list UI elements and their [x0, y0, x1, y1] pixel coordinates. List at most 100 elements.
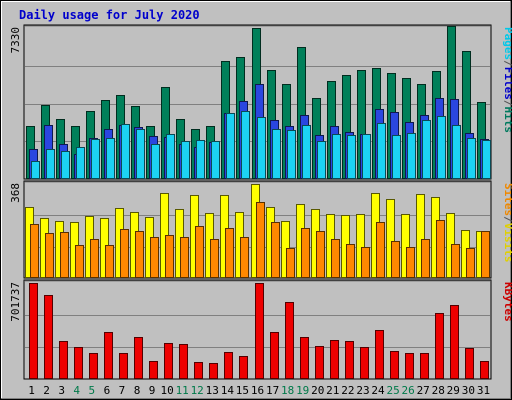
y-max-label: 701737 — [9, 282, 22, 322]
sites-bar-day-10 — [165, 235, 174, 278]
kbytes-bar-day-11 — [179, 344, 188, 379]
kbytes-bar-day-20 — [315, 346, 324, 379]
pages-bar-day-27 — [422, 120, 431, 179]
panel-legend: KBytes — [502, 282, 512, 322]
kbytes-bar-day-28 — [435, 313, 444, 379]
pages-bar-day-1 — [31, 161, 40, 179]
kbytes-bar-day-26 — [405, 353, 414, 379]
day-label: 6 — [104, 384, 111, 397]
legend-kbytes: KBytes — [502, 282, 512, 322]
pages-bar-day-6 — [106, 138, 115, 179]
pages-bar-day-17 — [272, 129, 281, 179]
kbytes-bar-day-3 — [59, 341, 68, 379]
pages-bar-day-22 — [347, 135, 356, 179]
sites-bar-day-19 — [301, 228, 310, 278]
day-label: 3 — [58, 384, 65, 397]
day-label: 18 — [281, 384, 294, 397]
pages-bar-day-10 — [166, 134, 175, 179]
sites-bar-day-4 — [75, 245, 84, 278]
sites-bar-day-27 — [421, 239, 430, 278]
sites-bar-day-21 — [331, 239, 340, 278]
day-label: 24 — [371, 384, 385, 397]
day-label: 30 — [462, 384, 475, 397]
day-label: 25 — [386, 384, 399, 397]
y-max-label: 368 — [9, 183, 22, 203]
day-label: 17 — [266, 384, 279, 397]
pages-bar-day-14 — [226, 113, 235, 179]
panel-legend: Pages/Files/Hits — [502, 27, 512, 133]
kbytes-bar-day-17 — [270, 332, 279, 379]
kbytes-bar-day-2 — [44, 295, 53, 379]
sites-bar-day-6 — [105, 245, 114, 278]
legend-separator: / — [502, 100, 512, 107]
sites-bar-day-23 — [361, 247, 370, 278]
pages-bar-day-23 — [362, 134, 371, 179]
kbytes-bar-day-19 — [300, 337, 309, 379]
day-label: 1 — [28, 384, 35, 397]
sites-bar-day-18 — [286, 248, 295, 278]
day-axis-labels: 1 2 3 4 5 6 7 8 9 10 11 12 13 14 15 16 17 18 19 20 21 22 23 24 2… — [28, 384, 490, 397]
day-label: 26 — [401, 384, 414, 397]
sites-bar-day-26 — [406, 247, 415, 278]
legend-hits: Hits — [502, 107, 512, 134]
kbytes-bar-day-8 — [134, 337, 143, 379]
pages-bar-day-4 — [76, 147, 85, 179]
pages-bar-day-8 — [136, 129, 145, 179]
sites-bar-day-1 — [30, 224, 39, 278]
sites-bar-day-17 — [271, 222, 280, 278]
kbytes-bar-day-10 — [164, 343, 173, 379]
kbytes-bar-day-13 — [209, 363, 218, 379]
pages-bar-day-9 — [151, 144, 160, 179]
panel-legend: Sites/Visits — [502, 183, 512, 263]
pages-bar-day-7 — [121, 124, 130, 179]
sites-bar-day-28 — [436, 220, 445, 278]
sites-bar-day-15 — [240, 237, 249, 278]
day-label: 27 — [417, 384, 430, 397]
sites-bar-day-12 — [195, 226, 204, 278]
kbytes-bar-day-4 — [74, 347, 83, 379]
panel-3: 701737 KBytes — [9, 279, 512, 380]
pages-bar-day-12 — [196, 140, 205, 179]
kbytes-bar-day-14 — [224, 352, 233, 379]
pages-bar-day-31 — [482, 140, 491, 179]
sites-bar-day-30 — [466, 248, 475, 278]
y-max-label: 7330 — [9, 27, 22, 54]
pages-bar-day-30 — [467, 138, 476, 179]
pages-bar-day-3 — [61, 151, 70, 179]
day-label: 20 — [311, 384, 324, 397]
pages-bar-day-5 — [91, 139, 100, 179]
sites-bar-day-14 — [225, 228, 234, 278]
pages-bar-day-13 — [211, 141, 220, 179]
pages-bar-day-19 — [302, 125, 311, 179]
sites-bar-day-13 — [210, 239, 219, 278]
sites-bar-day-2 — [45, 233, 54, 278]
pages-bar-day-16 — [257, 117, 266, 179]
sites-bar-day-24 — [376, 222, 385, 278]
visits-bar-day-26 — [401, 214, 410, 278]
day-label: 11 — [176, 384, 189, 397]
sites-bar-day-20 — [316, 231, 325, 278]
day-label: 9 — [149, 384, 156, 397]
day-label: 15 — [236, 384, 249, 397]
pages-bar-day-18 — [287, 130, 296, 179]
day-label: 21 — [326, 384, 339, 397]
sites-bar-day-16 — [256, 202, 265, 278]
legend-files: Files — [502, 67, 512, 100]
panel-1: 7330 Pages/Files/Hits — [9, 24, 512, 180]
visits-bar-day-23 — [356, 214, 365, 278]
sites-bar-day-9 — [150, 237, 159, 278]
kbytes-bar-day-23 — [360, 347, 369, 379]
kbytes-bar-day-21 — [330, 340, 339, 379]
day-label: 8 — [134, 384, 141, 397]
pages-bar-day-25 — [392, 135, 401, 179]
day-label: 22 — [341, 384, 354, 397]
sites-bar-day-8 — [135, 231, 144, 278]
day-label: 14 — [221, 384, 235, 397]
kbytes-bar-day-27 — [420, 353, 429, 379]
sites-bar-day-3 — [60, 232, 69, 278]
pages-bar-day-21 — [332, 134, 341, 179]
kbytes-bar-day-30 — [465, 348, 474, 379]
kbytes-bar-day-7 — [119, 353, 128, 379]
kbytes-bar-day-9 — [149, 361, 158, 379]
